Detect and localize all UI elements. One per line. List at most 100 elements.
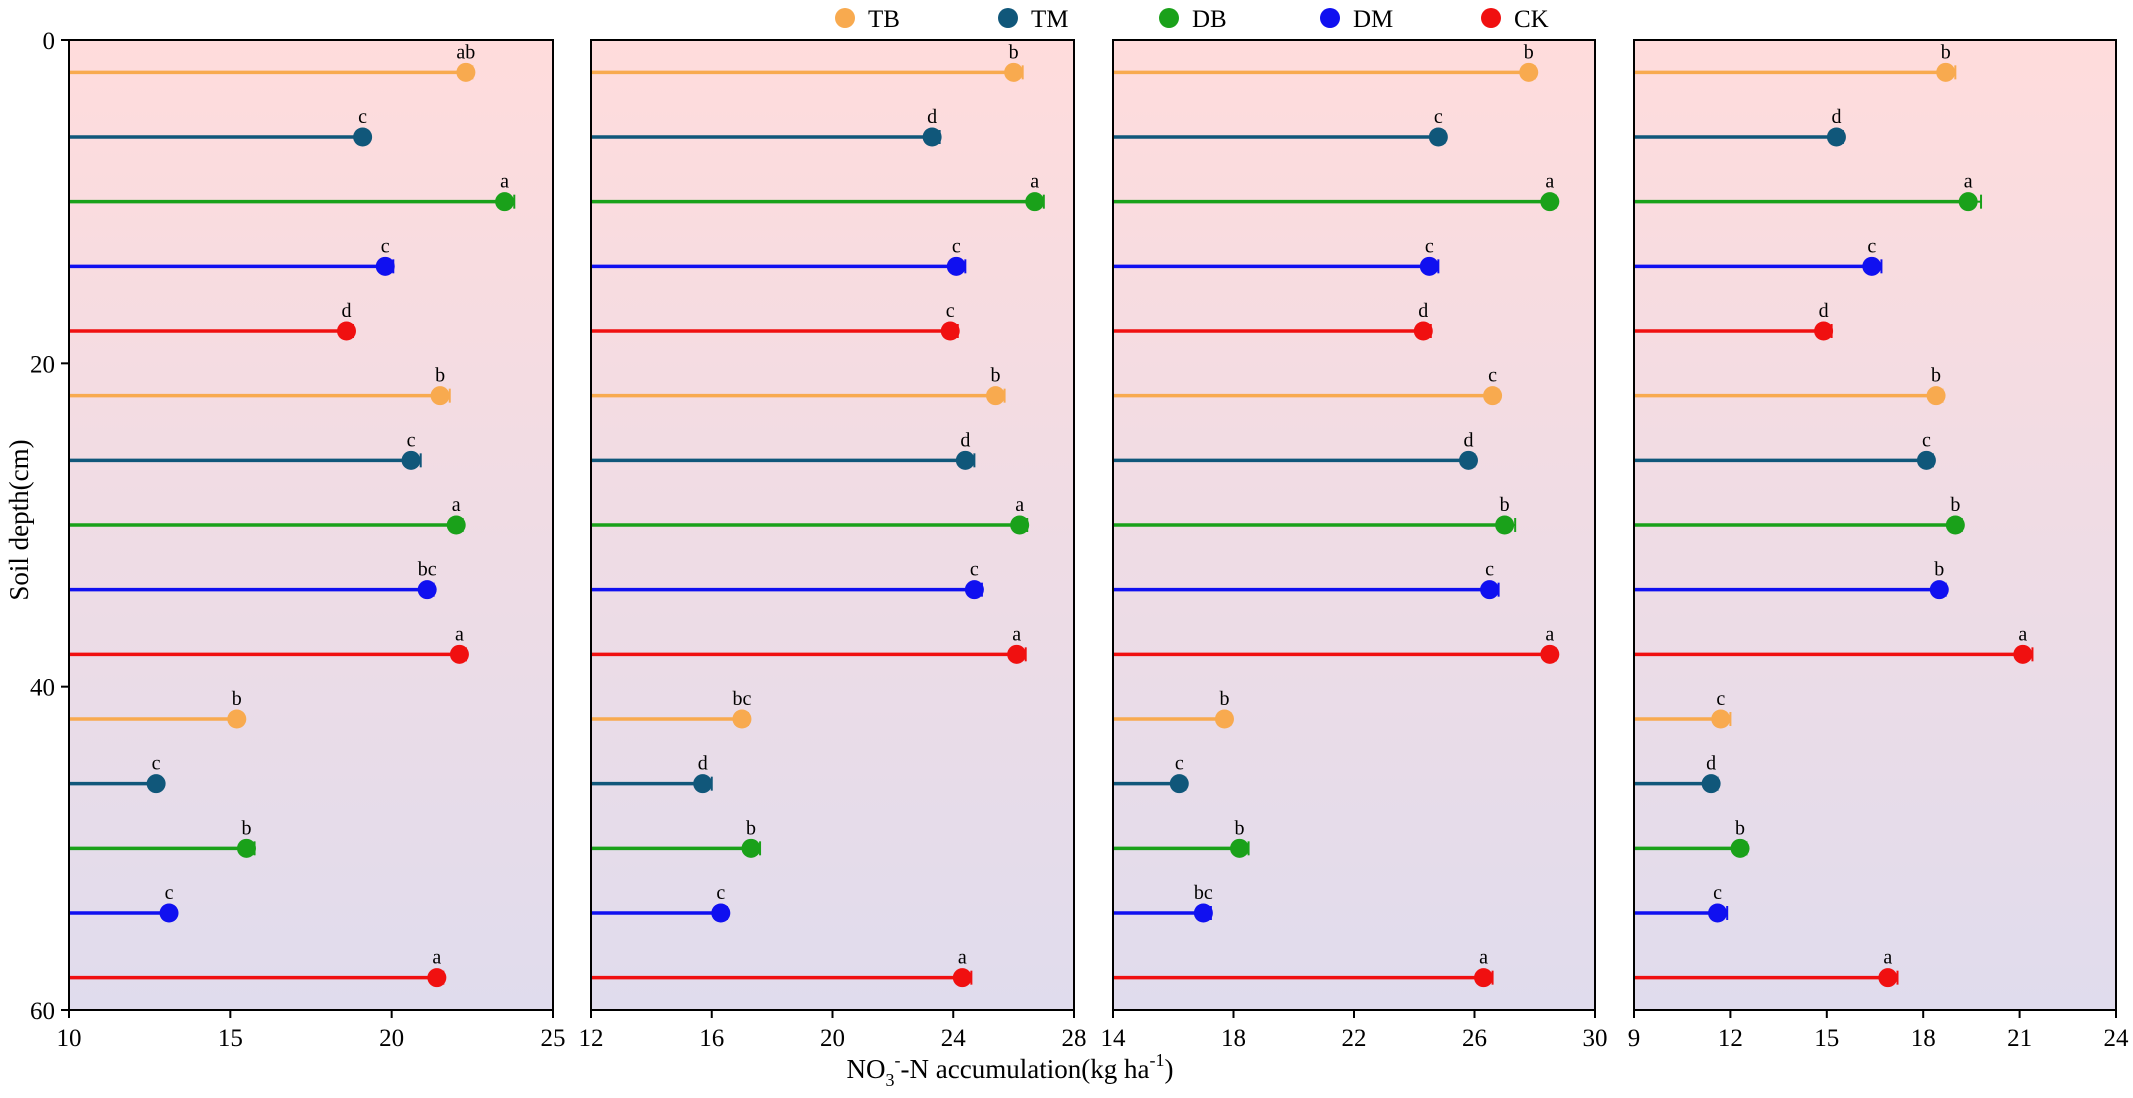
significance-label: b [1941, 41, 1951, 63]
panel-4: b d a c d b c b b a c d b c a 9 12 15 18 21 24 [1628, 39, 2129, 1052]
lollipop-point [375, 256, 395, 276]
x-tick-label: 15 [218, 1025, 243, 1052]
lollipop-ck: a [591, 623, 1027, 664]
lollipop-point [495, 192, 515, 212]
lollipop-dm: bc [69, 559, 437, 600]
panel-frame [68, 39, 554, 1011]
lollipop-point [1483, 386, 1503, 406]
significance-label: a [455, 623, 464, 645]
lollipop-point [1214, 709, 1234, 729]
significance-label: a [1545, 171, 1554, 193]
significance-label: a [1030, 171, 1039, 193]
y-tick-label: 40 [30, 675, 55, 702]
significance-label: b [1219, 688, 1229, 710]
lollipop-point [1945, 515, 1965, 535]
lollipop-dm: c [591, 559, 984, 600]
x-axis-title-end: ) [1164, 1054, 1173, 1084]
lollipop-point [401, 450, 421, 470]
lollipop-point [1878, 968, 1898, 988]
lollipop-db: b [69, 817, 256, 858]
x-axis-title-main: NO [847, 1054, 886, 1084]
lollipop-point [711, 903, 731, 923]
x-tick-label: 22 [1342, 1025, 1367, 1052]
lollipop-point [430, 386, 450, 406]
legend-marker-tm [998, 8, 1018, 28]
legend-marker-db [1159, 8, 1179, 28]
lollipop-point [1862, 256, 1882, 276]
lollipop-point [986, 386, 1006, 406]
lollipop-point [1958, 192, 1978, 212]
lollipop-db: a [1634, 171, 1983, 212]
lollipop-point [456, 62, 476, 82]
x-tick-label: 14 [1101, 1025, 1127, 1052]
significance-label: d [927, 106, 937, 128]
lollipop-dm: c [591, 235, 967, 276]
significance-label: c [1425, 235, 1434, 257]
x-tick-label: 18 [1911, 1025, 1936, 1052]
lollipop-point [732, 709, 752, 729]
lollipop-point [417, 580, 437, 600]
lollipop-ck: c [591, 300, 960, 341]
lollipop-point [741, 838, 761, 858]
lollipop-point [1193, 903, 1213, 923]
significance-label: c [358, 106, 367, 128]
lollipop-point [952, 968, 972, 988]
lollipop-point [1926, 386, 1946, 406]
legend-label-db: DB [1192, 6, 1227, 33]
lollipop-point [1701, 774, 1721, 794]
significance-label: c [970, 559, 979, 581]
x-tick-label: 18 [1221, 1025, 1246, 1052]
significance-label: b [1524, 41, 1534, 63]
lollipop-point [227, 709, 247, 729]
significance-label: bc [732, 688, 751, 710]
significance-label: c [1175, 753, 1184, 775]
lollipop-point [1929, 580, 1949, 600]
lollipop-point [1413, 321, 1433, 341]
significance-label: c [1485, 559, 1494, 581]
x-axis-title-sup2: -1 [1149, 1050, 1164, 1070]
lollipop-point [2013, 644, 2033, 664]
lollipop-point [236, 838, 256, 858]
lollipop-point [1495, 515, 1515, 535]
lollipop-dm: c [1634, 882, 1729, 923]
x-tick-label: 15 [1814, 1025, 1839, 1052]
lollipop-tm: c [1634, 429, 1936, 470]
lollipop-point [1730, 838, 1750, 858]
significance-label: c [1716, 688, 1725, 710]
lollipop-tm: c [1113, 753, 1189, 794]
lollipop-tb: ab [69, 41, 476, 82]
lollipop-point [964, 580, 984, 600]
y-axis-title: Soil depth(cm) [4, 439, 34, 600]
lollipop-db: b [1113, 817, 1250, 858]
lollipop-ck: a [591, 947, 973, 988]
lollipop-dm: c [1113, 235, 1440, 276]
lollipop-tb: b [1113, 41, 1539, 82]
lollipop-point [940, 321, 960, 341]
lollipop-point [353, 127, 373, 147]
significance-label: b [1735, 817, 1745, 839]
significance-label: b [241, 817, 251, 839]
significance-label: c [407, 429, 416, 451]
x-tick-label: 24 [941, 1025, 967, 1052]
legend-label-ck: CK [1514, 6, 1549, 33]
x-tick-label: 20 [379, 1025, 404, 1052]
x-tick-label: 26 [1462, 1025, 1487, 1052]
lollipop-dm: c [69, 235, 395, 276]
lollipop-point [1540, 192, 1560, 212]
lollipop-point [336, 321, 356, 341]
x-tick-label: 30 [1583, 1025, 1608, 1052]
significance-label: d [1819, 300, 1829, 322]
lollipop-point [1936, 62, 1956, 82]
significance-label: d [698, 753, 708, 775]
legend-label-tm: TM [1031, 6, 1069, 33]
lollipop-point [693, 774, 713, 794]
lollipop-tm: d [591, 106, 942, 147]
lollipop-db: a [69, 494, 466, 535]
legend-label-tb: TB [868, 6, 900, 33]
significance-label: a [1883, 947, 1892, 969]
lollipop-tm: c [1113, 106, 1448, 147]
significance-label: d [960, 429, 970, 451]
lollipop-dm: b [1634, 559, 1949, 600]
lollipop-dm: c [1634, 235, 1883, 276]
